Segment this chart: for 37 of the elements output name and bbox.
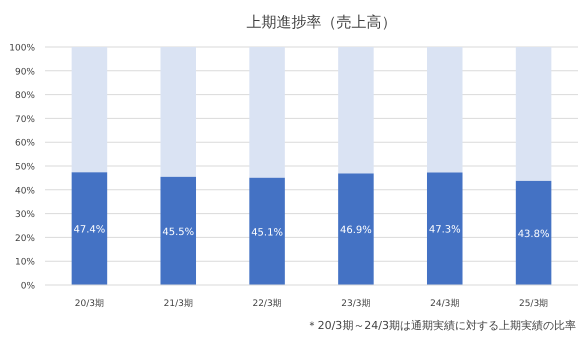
data-label: 45.5% [162,226,194,238]
x-tick-label: 25/3期 [518,298,548,309]
bar [160,176,196,285]
bar [72,47,108,172]
chart-title: 上期進捗率（売上高） [246,13,396,31]
data-label: 45.1% [251,227,283,238]
x-tick-label: 24/3期 [430,298,460,309]
bar [338,47,374,174]
y-tick-label: 90% [14,67,36,78]
y-tick-label: 50% [14,162,36,172]
y-tick-label: 30% [14,210,36,220]
bar [160,47,196,177]
bar [516,180,552,285]
y-tick-label: 10% [14,258,36,268]
y-tick-label: 60% [14,138,36,149]
y-tick-label: 70% [14,114,36,125]
bar [249,178,285,285]
bar [249,47,285,178]
data-label: 46.9% [340,225,372,236]
y-tick-label: 0% [20,282,36,292]
bar [338,173,374,285]
y-tick-label: 100% [9,44,36,54]
bar [72,172,108,285]
bar [426,172,463,285]
x-tick-label: 23/3期 [341,298,371,309]
bar [516,47,552,181]
y-tick-label: 20% [14,234,36,244]
bar [426,47,463,172]
x-tick-label: 20/3期 [74,298,104,309]
y-tick-label: 40% [14,186,36,196]
data-label: 47.3% [428,224,461,236]
x-tick-label: 22/3期 [252,298,282,309]
data-label: 47.4% [74,224,106,236]
data-label: 43.8% [518,228,550,240]
y-tick-label: 80% [14,91,36,102]
x-tick-label: 21/3期 [164,298,193,309]
text: ＊20/3期～24/3期は通期実績に対する上期実績の比率 [306,319,576,332]
